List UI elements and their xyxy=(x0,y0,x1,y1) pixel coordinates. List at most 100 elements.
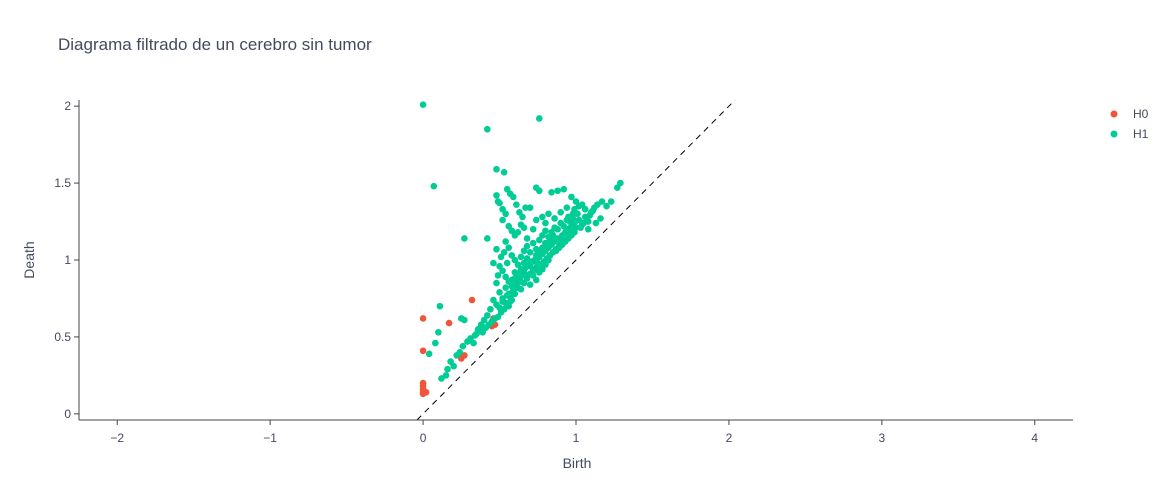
point-h1[interactable] xyxy=(510,193,517,201)
point-h1[interactable] xyxy=(461,316,468,324)
point-h1[interactable] xyxy=(419,101,427,108)
point-h1[interactable] xyxy=(557,209,565,216)
point-h1[interactable] xyxy=(548,189,555,196)
point-h1[interactable] xyxy=(598,198,606,205)
point-h1[interactable] xyxy=(499,267,506,275)
point-h1[interactable] xyxy=(549,232,557,239)
point-h1[interactable] xyxy=(523,275,531,282)
point-h1[interactable] xyxy=(542,219,549,227)
point-h1[interactable] xyxy=(500,169,508,176)
point-h1[interactable] xyxy=(493,165,500,173)
point-h1[interactable] xyxy=(584,225,592,233)
point-h1[interactable] xyxy=(607,198,615,205)
point-h1[interactable] xyxy=(444,365,451,373)
point-h1[interactable] xyxy=(522,204,529,211)
point-h1[interactable] xyxy=(532,276,540,284)
point-h1[interactable] xyxy=(432,339,439,347)
point-h1[interactable] xyxy=(503,259,511,267)
point-h1[interactable] xyxy=(502,210,509,218)
point-h1[interactable] xyxy=(560,185,568,193)
point-h1[interactable] xyxy=(430,182,438,190)
point-h0[interactable] xyxy=(445,319,453,327)
point-h1[interactable] xyxy=(499,216,506,224)
point-h1[interactable] xyxy=(520,224,528,231)
point-h1[interactable] xyxy=(508,276,516,284)
point-h1[interactable] xyxy=(496,289,503,296)
legend-marker-h1[interactable] xyxy=(1110,130,1118,138)
point-h1[interactable] xyxy=(517,253,525,261)
point-h1[interactable] xyxy=(511,290,519,298)
point-h1[interactable] xyxy=(493,192,500,199)
point-h1[interactable] xyxy=(526,249,534,256)
point-h1[interactable] xyxy=(526,281,534,288)
point-h1[interactable] xyxy=(532,216,540,224)
point-h1[interactable] xyxy=(506,298,514,305)
point-h1[interactable] xyxy=(459,342,467,350)
point-h1[interactable] xyxy=(597,215,604,222)
point-h1[interactable] xyxy=(503,292,511,299)
point-h1[interactable] xyxy=(539,213,546,221)
point-h0[interactable] xyxy=(419,315,427,322)
point-h1[interactable] xyxy=(470,339,477,347)
point-h1[interactable] xyxy=(484,125,491,133)
point-h1[interactable] xyxy=(523,255,531,262)
point-h1[interactable] xyxy=(471,332,479,339)
point-h1[interactable] xyxy=(571,229,578,236)
point-h1[interactable] xyxy=(529,258,537,265)
point-h1[interactable] xyxy=(554,225,561,233)
point-h1[interactable] xyxy=(514,229,522,236)
point-h1[interactable] xyxy=(581,205,589,213)
point-h1[interactable] xyxy=(568,193,575,201)
point-h1[interactable] xyxy=(494,272,502,279)
point-h0[interactable] xyxy=(468,296,476,304)
point-h1[interactable] xyxy=(542,227,549,235)
point-h1[interactable] xyxy=(545,256,552,264)
legend-label-h0[interactable]: H0 xyxy=(1133,107,1149,121)
point-h1[interactable] xyxy=(513,201,520,208)
point-h1[interactable] xyxy=(474,325,482,333)
point-h1[interactable] xyxy=(517,265,525,273)
point-h1[interactable] xyxy=(500,249,508,256)
point-h0[interactable] xyxy=(422,389,430,396)
point-h1[interactable] xyxy=(523,242,531,250)
point-h1[interactable] xyxy=(589,207,597,215)
point-h1[interactable] xyxy=(496,199,503,207)
point-h1[interactable] xyxy=(545,210,552,218)
point-h1[interactable] xyxy=(575,202,583,210)
point-h1[interactable] xyxy=(554,187,561,195)
point-h1[interactable] xyxy=(505,244,513,251)
point-h1[interactable] xyxy=(563,204,571,211)
point-h1[interactable] xyxy=(493,245,500,253)
point-h1[interactable] xyxy=(565,213,572,221)
point-h1[interactable] xyxy=(435,329,442,336)
point-h1[interactable] xyxy=(490,259,497,267)
legend-label-h1[interactable]: H1 xyxy=(1133,127,1149,141)
legend-marker-h0[interactable] xyxy=(1110,110,1118,118)
point-h1[interactable] xyxy=(487,305,494,313)
point-h1[interactable] xyxy=(551,215,558,222)
point-h1[interactable] xyxy=(519,213,526,221)
point-h1[interactable] xyxy=(529,239,537,247)
point-h1[interactable] xyxy=(526,204,534,211)
point-h1[interactable] xyxy=(496,304,503,311)
point-h1[interactable] xyxy=(560,222,568,230)
point-h1[interactable] xyxy=(493,279,500,287)
point-h1[interactable] xyxy=(484,235,491,242)
point-h1[interactable] xyxy=(442,372,450,379)
point-h1[interactable] xyxy=(535,187,543,195)
point-h1[interactable] xyxy=(523,235,531,242)
point-h1[interactable] xyxy=(450,362,457,370)
point-h1[interactable] xyxy=(502,284,509,291)
point-h1[interactable] xyxy=(502,238,509,245)
point-h1[interactable] xyxy=(508,282,516,290)
point-h1[interactable] xyxy=(511,269,519,276)
point-h1[interactable] xyxy=(517,285,525,293)
point-h1[interactable] xyxy=(592,219,600,227)
point-h1[interactable] xyxy=(461,235,468,242)
point-h1[interactable] xyxy=(603,202,610,210)
point-h1[interactable] xyxy=(535,115,543,122)
point-h0[interactable] xyxy=(419,347,427,355)
point-h1[interactable] xyxy=(514,278,522,285)
point-h1[interactable] xyxy=(436,302,444,310)
point-h1[interactable] xyxy=(425,350,433,358)
